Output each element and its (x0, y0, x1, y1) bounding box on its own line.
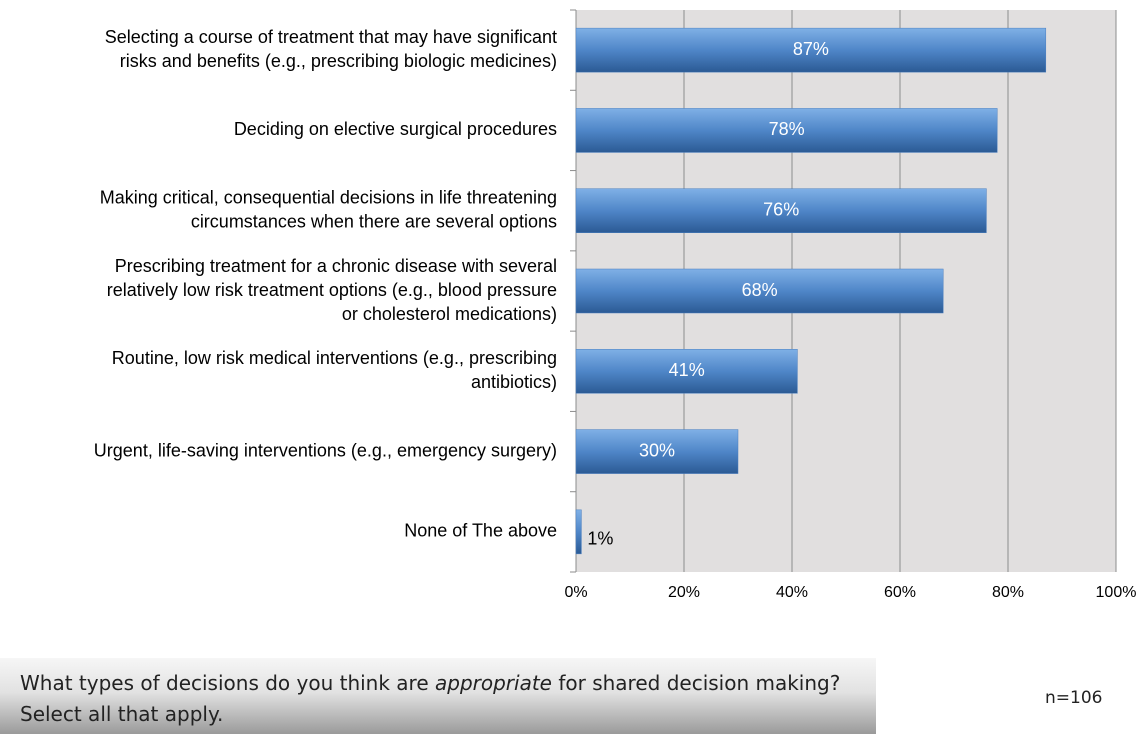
value-label: 30% (639, 440, 675, 460)
category-label: circumstances when there are several opt… (191, 211, 557, 231)
category-label: Prescribing treatment for a chronic dise… (115, 256, 557, 276)
value-label: 87% (793, 39, 829, 59)
bar (575, 108, 998, 153)
value-label: 76% (763, 199, 799, 219)
x-tick-label: 60% (884, 584, 916, 601)
question-text: for shared decision making? (551, 671, 841, 695)
category-label: None of The above (404, 521, 557, 541)
x-tick-label: 20% (668, 584, 700, 601)
category-label: Selecting a course of treatment that may… (105, 27, 557, 47)
category-label: Deciding on elective surgical procedures (234, 119, 557, 139)
bar (575, 349, 798, 394)
value-label: 68% (742, 280, 778, 300)
category-label: relatively low risk treatment options (e… (107, 280, 557, 300)
question-emphasis: appropriate (435, 671, 552, 695)
value-label: 1% (587, 529, 613, 549)
category-label: antibiotics) (471, 372, 557, 392)
bar (575, 429, 739, 474)
x-tick-label: 40% (776, 584, 808, 601)
question-text: What types of decisions do you think are (20, 671, 435, 695)
category-label: or cholesterol medications) (342, 304, 557, 324)
question-text: Select all that apply. (20, 702, 224, 726)
x-tick-label: 100% (1096, 584, 1137, 601)
value-label: 78% (769, 119, 805, 139)
bar (575, 188, 987, 233)
x-tick-label: 0% (564, 584, 587, 601)
bar (575, 268, 944, 314)
value-label: 41% (669, 360, 705, 380)
category-label: Routine, low risk medical interventions … (112, 348, 557, 368)
sample-size: n=106 (1045, 688, 1103, 708)
category-label: Making critical, consequential decisions… (100, 187, 557, 207)
x-tick-label: 80% (992, 584, 1024, 601)
bar (575, 27, 1047, 73)
question-box: What types of decisions do you think are… (0, 658, 876, 734)
category-label: Urgent, life-saving interventions (e.g.,… (94, 440, 557, 460)
chart: 0% 20% 40% 60% 80% 100% Selecting a course of … (94, 9, 1137, 601)
category-label: risks and benefits (e.g., prescribing bi… (120, 51, 557, 71)
bar (575, 509, 582, 555)
